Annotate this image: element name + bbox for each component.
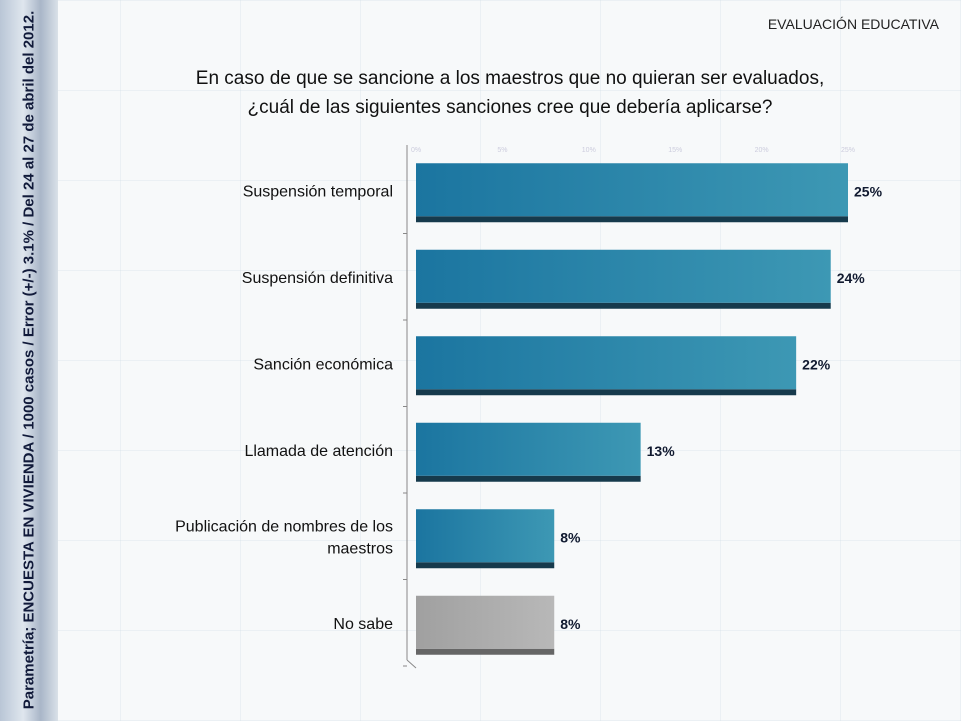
data-label: 22% bbox=[802, 356, 831, 372]
bar bbox=[416, 249, 831, 303]
bar bbox=[416, 595, 555, 649]
axis-floor bbox=[406, 659, 417, 669]
bar bbox=[416, 163, 848, 217]
bar bbox=[416, 509, 555, 563]
bar-shadow bbox=[416, 216, 848, 223]
bar-shadow bbox=[416, 562, 555, 569]
category-label: Sanción económica bbox=[253, 356, 393, 373]
title-line-1: En caso de que se sancione a los maestro… bbox=[195, 68, 825, 89]
bar-shadow bbox=[416, 648, 555, 655]
x-tick-label: 25% bbox=[841, 147, 855, 154]
side-banner: Parametría; ENCUESTA EN VIVIENDA / 1000 … bbox=[0, 0, 58, 721]
x-tick-label: 5% bbox=[497, 147, 507, 154]
data-label: 25% bbox=[854, 183, 883, 199]
data-label: 8% bbox=[560, 616, 581, 632]
bar bbox=[416, 422, 641, 476]
bar-shadow bbox=[416, 302, 831, 309]
x-tick-label: 10% bbox=[582, 147, 596, 154]
bar-shadow bbox=[416, 475, 641, 482]
section-header: EVALUACIÓN EDUCATIVA bbox=[767, 16, 939, 32]
title-line-2: ¿cuál de las siguientes sanciones cree q… bbox=[247, 97, 773, 118]
category-label: No sabe bbox=[333, 616, 393, 633]
category-label: Publicación de nombres de los bbox=[175, 518, 393, 535]
x-tick-label: 20% bbox=[755, 147, 769, 154]
category-label: Suspensión definitiva bbox=[242, 270, 393, 287]
bar-shadow bbox=[416, 389, 797, 396]
data-label: 8% bbox=[560, 529, 581, 545]
category-label: maestros bbox=[327, 540, 393, 557]
x-tick-label: 15% bbox=[668, 147, 682, 154]
category-label: Llamada de atención bbox=[244, 443, 393, 460]
bar bbox=[416, 336, 797, 390]
data-label: 24% bbox=[837, 270, 866, 286]
category-label: Suspensión temporal bbox=[243, 183, 393, 200]
data-label: 13% bbox=[647, 443, 676, 459]
x-tick-label: 0% bbox=[411, 147, 421, 154]
chart-title: En caso de que se sancione a los maestro… bbox=[140, 64, 880, 122]
